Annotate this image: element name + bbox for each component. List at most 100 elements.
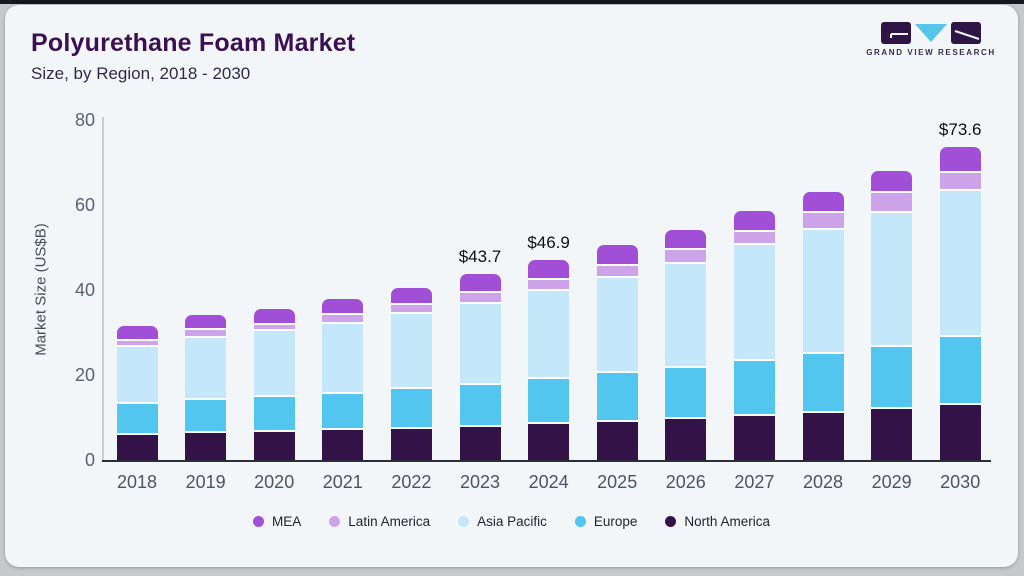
segment-mea[interactable]: [322, 298, 364, 313]
bar-2028[interactable]: [802, 191, 844, 460]
segment-latin-america[interactable]: [116, 338, 158, 346]
segment-mea[interactable]: [802, 191, 844, 211]
segment-mea[interactable]: [939, 146, 981, 171]
segment-north-america[interactable]: [116, 433, 158, 460]
segment-north-america[interactable]: [939, 403, 981, 460]
segment-europe[interactable]: [802, 351, 844, 412]
segment-latin-america[interactable]: [939, 170, 981, 190]
segment-asia-pacific[interactable]: [871, 210, 913, 345]
legend-item-latin-america[interactable]: Latin America: [329, 514, 430, 529]
segment-europe[interactable]: [528, 377, 570, 423]
segment-europe[interactable]: [939, 334, 981, 404]
segment-latin-america[interactable]: [871, 191, 913, 211]
x-axis-line: [102, 460, 991, 462]
bar-2019[interactable]: [185, 315, 227, 460]
segment-asia-pacific[interactable]: [459, 301, 501, 383]
segment-latin-america[interactable]: [185, 328, 227, 336]
segment-asia-pacific[interactable]: [528, 288, 570, 378]
segment-asia-pacific[interactable]: [939, 189, 981, 335]
segment-north-america[interactable]: [528, 422, 570, 460]
bar-2026[interactable]: [665, 230, 707, 460]
segment-latin-america[interactable]: [322, 312, 364, 322]
segment-asia-pacific[interactable]: [322, 321, 364, 393]
bar-2025[interactable]: [596, 245, 638, 460]
bar-2024[interactable]: [528, 260, 570, 460]
legend-item-europe[interactable]: Europe: [574, 514, 637, 529]
segment-europe[interactable]: [253, 394, 295, 431]
segment-asia-pacific[interactable]: [253, 329, 295, 395]
segment-north-america[interactable]: [253, 430, 295, 460]
legend-dot: [253, 516, 265, 527]
legend-item-asia-pacific[interactable]: Asia Pacific: [458, 514, 547, 529]
segment-europe[interactable]: [871, 344, 913, 408]
segment-europe[interactable]: [596, 371, 638, 420]
y-tick-label: 40: [74, 279, 95, 300]
segment-europe[interactable]: [390, 387, 432, 427]
segment-asia-pacific[interactable]: [390, 312, 432, 388]
chart-legend: MEA Latin America Asia Pacific Europe North …: [5, 514, 1018, 529]
segment-north-america[interactable]: [459, 424, 501, 460]
gvr-logo-icon: [881, 22, 981, 44]
segment-north-america[interactable]: [665, 416, 707, 460]
segment-mea[interactable]: [390, 287, 432, 303]
bar-2027[interactable]: [733, 211, 775, 460]
segment-latin-america[interactable]: [596, 263, 638, 277]
segment-mea[interactable]: [733, 211, 775, 231]
segment-north-america[interactable]: [322, 428, 364, 460]
page-subtitle: Size, by Region, 2018 - 2030: [31, 64, 251, 83]
segment-north-america[interactable]: [390, 426, 432, 460]
y-tick-label: 20: [74, 364, 95, 385]
segment-latin-america[interactable]: [733, 230, 775, 244]
brand-logo: GRAND VIEW RESEARCH: [866, 22, 994, 57]
legend-label: Asia Pacific: [477, 514, 547, 529]
segment-mea[interactable]: [528, 260, 570, 278]
segment-europe[interactable]: [459, 382, 501, 425]
segment-mea[interactable]: [253, 308, 295, 323]
segment-mea[interactable]: [871, 171, 913, 192]
y-tick-label: 0: [84, 450, 95, 470]
segment-asia-pacific[interactable]: [802, 228, 844, 352]
bar-2029[interactable]: [871, 171, 913, 460]
legend-label: Latin America: [348, 514, 431, 529]
segment-north-america[interactable]: [185, 431, 227, 460]
legend-dot: [574, 516, 586, 527]
legend-item-mea[interactable]: MEA: [253, 514, 301, 529]
segment-mea[interactable]: [596, 245, 638, 264]
segment-europe[interactable]: [733, 359, 775, 414]
bar-2022[interactable]: [390, 287, 432, 460]
y-tick-label: 80: [74, 109, 95, 130]
bar-2020[interactable]: [253, 308, 295, 460]
segment-latin-america[interactable]: [390, 302, 432, 313]
segment-asia-pacific[interactable]: [665, 261, 707, 366]
segment-asia-pacific[interactable]: [185, 335, 227, 399]
segment-north-america[interactable]: [802, 411, 844, 460]
segment-latin-america[interactable]: [253, 322, 295, 330]
segment-north-america[interactable]: [871, 407, 913, 460]
segment-europe[interactable]: [185, 398, 227, 432]
segment-latin-america[interactable]: [665, 248, 707, 262]
segment-north-america[interactable]: [733, 413, 775, 460]
bar-2023[interactable]: [459, 274, 501, 460]
bar-2018[interactable]: [116, 325, 158, 460]
x-tick-label: 2028: [802, 472, 844, 492]
segment-north-america[interactable]: [596, 419, 638, 460]
segment-mea[interactable]: [665, 230, 707, 249]
legend-item-north-america[interactable]: North America: [665, 514, 770, 529]
segment-latin-america[interactable]: [528, 277, 570, 289]
x-tick-label: 2026: [665, 472, 706, 492]
segment-asia-pacific[interactable]: [733, 243, 775, 360]
segment-mea[interactable]: [185, 315, 227, 329]
segment-latin-america[interactable]: [459, 291, 501, 302]
bar-2030[interactable]: [939, 146, 981, 460]
y-tick-label: 60: [74, 194, 95, 215]
x-tick-label: 2024: [528, 472, 569, 492]
segment-europe[interactable]: [116, 402, 158, 434]
segment-asia-pacific[interactable]: [596, 276, 638, 372]
segment-europe[interactable]: [322, 392, 364, 429]
segment-mea[interactable]: [116, 325, 158, 339]
segment-mea[interactable]: [459, 274, 501, 292]
segment-europe[interactable]: [665, 365, 707, 417]
segment-latin-america[interactable]: [802, 211, 844, 229]
bar-2021[interactable]: [322, 298, 364, 460]
segment-asia-pacific[interactable]: [116, 345, 158, 403]
